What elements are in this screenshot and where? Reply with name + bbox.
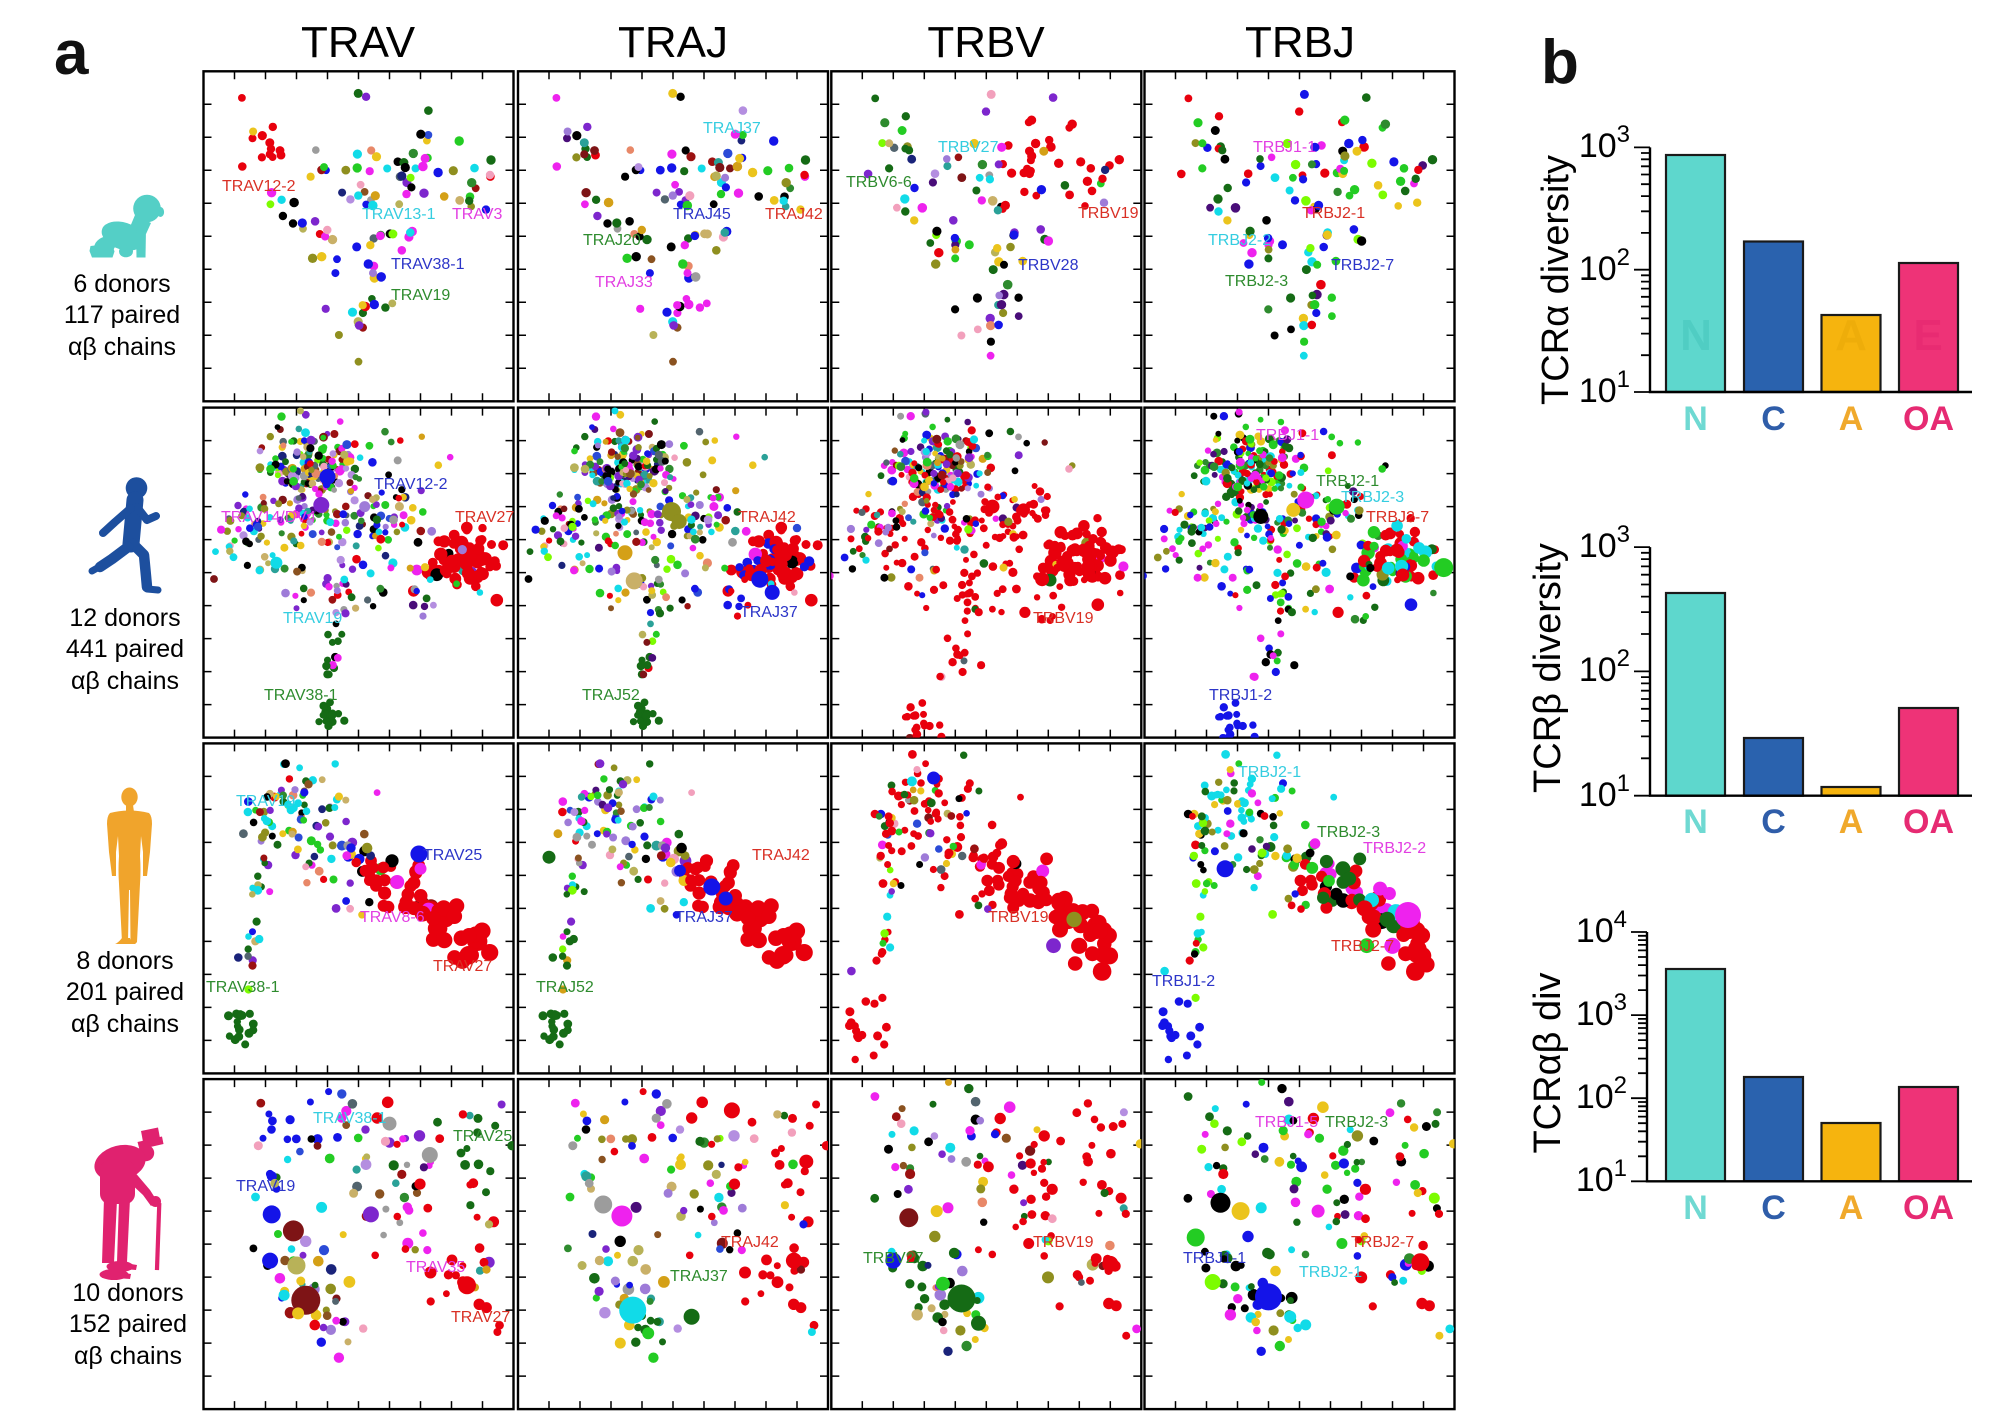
svg-text:TCRβ diversity: TCRβ diversity: [1527, 543, 1569, 793]
svg-text:TRAV25: TRAV25: [423, 847, 482, 864]
svg-text:a: a: [54, 19, 89, 88]
svg-text:TRBJ1-2: TRBJ1-2: [1209, 687, 1272, 704]
svg-text:152 paired: 152 paired: [69, 1310, 187, 1338]
svg-text:8 donors: 8 donors: [76, 947, 173, 975]
svg-text:TRAV13-1: TRAV13-1: [362, 206, 436, 223]
svg-text:TRAV3: TRAV3: [452, 206, 502, 223]
svg-text:TRBJ2-1: TRBJ2-1: [1299, 1264, 1362, 1281]
svg-text:TRBJ2-1: TRBJ2-1: [1302, 205, 1365, 222]
svg-text:TRAV19: TRAV19: [391, 287, 450, 304]
svg-text:TRAV: TRAV: [301, 18, 416, 67]
svg-text:TRBV19: TRBV19: [1033, 1234, 1094, 1251]
svg-text:TRAJ42: TRAJ42: [765, 206, 823, 223]
svg-text:TRAJ42: TRAJ42: [738, 509, 796, 526]
svg-text:TRAV38-1: TRAV38-1: [264, 687, 338, 704]
svg-text:TRBV19: TRBV19: [988, 909, 1049, 926]
svg-text:6 donors: 6 donors: [73, 270, 170, 298]
svg-text:102: 102: [1579, 645, 1630, 689]
svg-text:TRAJ33: TRAJ33: [595, 274, 653, 291]
svg-text:N: N: [1683, 1189, 1708, 1227]
svg-text:αβ chains: αβ chains: [71, 667, 179, 695]
svg-text:TRAJ37: TRAJ37: [703, 120, 761, 137]
svg-text:TRAJ37: TRAJ37: [740, 604, 798, 621]
svg-text:TRAV19: TRAV19: [236, 793, 295, 810]
svg-text:201 paired: 201 paired: [66, 978, 184, 1006]
svg-text:TRAV8-6: TRAV8-6: [360, 909, 425, 926]
svg-text:TRBV27: TRBV27: [938, 139, 999, 156]
svg-text:TRAJ37: TRAJ37: [670, 1268, 728, 1285]
svg-text:A: A: [1839, 1189, 1864, 1227]
svg-text:TRBJ2-7: TRBJ2-7: [1351, 1234, 1414, 1251]
svg-text:TCRαβ div: TCRαβ div: [1527, 972, 1569, 1153]
svg-text:TRBJ1-2: TRBJ1-2: [1152, 973, 1215, 990]
svg-text:TRAV38-1: TRAV38-1: [391, 256, 465, 273]
svg-text:C: C: [1761, 1189, 1786, 1227]
svg-text:TRBV: TRBV: [927, 18, 1045, 67]
svg-text:TRBJ2-2: TRBJ2-2: [1208, 232, 1271, 249]
svg-text:N: N: [1683, 400, 1708, 438]
svg-text:TRAV25: TRAV25: [453, 1128, 512, 1145]
svg-text:TRAJ37: TRAJ37: [675, 909, 733, 926]
svg-text:TRAV19: TRAV19: [283, 610, 342, 627]
svg-text:C: C: [1761, 803, 1786, 841]
svg-text:OA: OA: [1903, 803, 1954, 841]
svg-text:TRBJ2-3: TRBJ2-3: [1225, 273, 1288, 290]
svg-text:TRBJ2-2: TRBJ2-2: [1363, 840, 1426, 857]
svg-text:TRAV14/DV4: TRAV14/DV4: [221, 509, 316, 526]
svg-text:TRBJ1-5: TRBJ1-5: [1255, 1114, 1318, 1131]
svg-text:TRAV35: TRAV35: [406, 1259, 465, 1276]
svg-text:TRBJ2-7: TRBJ2-7: [1331, 938, 1394, 955]
svg-text:TRAJ42: TRAJ42: [721, 1234, 779, 1251]
svg-text:441 paired: 441 paired: [66, 635, 184, 663]
svg-text:TRBJ2-7: TRBJ2-7: [1331, 257, 1394, 274]
svg-text:αβ chains: αβ chains: [71, 1010, 179, 1038]
svg-text:TRAV12-2: TRAV12-2: [222, 178, 296, 195]
svg-text:E: E: [1913, 311, 1942, 360]
svg-text:TRBV6-6: TRBV6-6: [846, 174, 912, 191]
svg-text:TRAJ52: TRAJ52: [582, 687, 640, 704]
svg-text:TRBJ2-1: TRBJ2-1: [1238, 764, 1301, 781]
svg-text:TRBJ2-3: TRBJ2-3: [1325, 1114, 1388, 1131]
svg-text:TRBV19: TRBV19: [1078, 205, 1139, 222]
svg-text:10 donors: 10 donors: [72, 1279, 183, 1307]
svg-text:A: A: [1835, 311, 1867, 360]
svg-text:TRAJ42: TRAJ42: [752, 847, 810, 864]
svg-text:OA: OA: [1903, 400, 1954, 438]
svg-text:TRAV12-2: TRAV12-2: [374, 476, 448, 493]
svg-text:N: N: [1680, 311, 1712, 360]
svg-text:TRBV28: TRBV28: [1018, 257, 1079, 274]
svg-text:117 paired: 117 paired: [64, 301, 180, 329]
svg-text:TRBJ2-3: TRBJ2-3: [1341, 489, 1404, 506]
svg-text:A: A: [1839, 803, 1864, 841]
svg-text:N: N: [1683, 803, 1708, 841]
svg-text:C: C: [1761, 400, 1786, 438]
svg-text:TRBJ2-1: TRBJ2-1: [1316, 473, 1379, 490]
svg-text:TRBV27: TRBV27: [863, 1250, 924, 1267]
svg-text:OA: OA: [1903, 1189, 1954, 1227]
svg-text:TRAV19: TRAV19: [236, 1178, 295, 1195]
svg-text:12 donors: 12 donors: [69, 604, 180, 632]
svg-text:TRBJ1-1: TRBJ1-1: [1183, 1250, 1246, 1267]
svg-text:TRBJ: TRBJ: [1245, 18, 1355, 67]
svg-text:TRAV27: TRAV27: [451, 1309, 510, 1326]
svg-text:TRBJ1-1: TRBJ1-1: [1256, 427, 1319, 444]
svg-text:TRAJ52: TRAJ52: [536, 979, 594, 996]
svg-text:b: b: [1541, 28, 1579, 97]
svg-text:TRBJ2-7: TRBJ2-7: [1366, 509, 1429, 526]
svg-text:TRAJ45: TRAJ45: [673, 206, 731, 223]
svg-text:TRAV38-1: TRAV38-1: [313, 1110, 387, 1127]
svg-text:αβ chains: αβ chains: [74, 1342, 182, 1370]
svg-text:TRBJ2-3: TRBJ2-3: [1317, 824, 1380, 841]
svg-text:TRBJ1-1: TRBJ1-1: [1253, 139, 1316, 156]
svg-text:A: A: [1839, 400, 1864, 438]
svg-text:TRAJ: TRAJ: [618, 18, 728, 67]
svg-text:TRAJ20: TRAJ20: [583, 232, 641, 249]
svg-text:TRBV19: TRBV19: [1033, 610, 1094, 627]
svg-text:αβ chains: αβ chains: [68, 333, 176, 361]
svg-text:TRAV38-1: TRAV38-1: [206, 979, 280, 996]
svg-text:TCRα diversity: TCRα diversity: [1535, 155, 1577, 405]
svg-text:TRAV27: TRAV27: [433, 958, 492, 975]
svg-text:TRAV27: TRAV27: [455, 509, 514, 526]
